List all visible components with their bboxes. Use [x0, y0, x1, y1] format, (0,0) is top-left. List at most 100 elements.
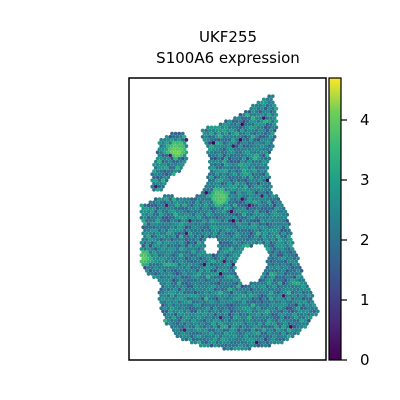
- spot: [287, 328, 291, 332]
- spot: [198, 231, 203, 236]
- spot: [260, 219, 264, 223]
- spot: [180, 293, 185, 298]
- spot: [180, 150, 185, 155]
- spot: [238, 337, 243, 342]
- spot: [231, 343, 236, 348]
- spot: [193, 284, 198, 289]
- spot: [211, 228, 216, 233]
- spot: [173, 293, 178, 298]
- spot: [191, 244, 196, 248]
- spot: [260, 312, 264, 317]
- spot: [202, 337, 207, 342]
- spot: [166, 256, 171, 261]
- spot: [234, 219, 239, 223]
- spot: [157, 215, 162, 220]
- spot: [188, 250, 192, 254]
- spot: [222, 228, 227, 233]
- spot: [258, 116, 263, 120]
- spot: [263, 162, 268, 167]
- spot: [227, 225, 232, 230]
- spot: [287, 315, 291, 320]
- spot: [238, 325, 243, 329]
- spot: [200, 134, 205, 139]
- spot: [279, 278, 284, 283]
- spot: [229, 265, 234, 270]
- spot: [287, 234, 291, 239]
- spot: [216, 231, 221, 236]
- spot: [229, 222, 234, 226]
- spot: [263, 206, 268, 211]
- spot: [161, 166, 165, 170]
- spot: [224, 125, 228, 130]
- spot: [258, 215, 263, 220]
- spot: [238, 300, 243, 304]
- spot: [287, 290, 291, 295]
- spot: [222, 303, 227, 307]
- spot: [144, 225, 149, 230]
- spot: [274, 231, 279, 236]
- spot: [177, 150, 182, 155]
- spot: [236, 297, 241, 301]
- spot: [236, 309, 241, 314]
- spot: [236, 234, 241, 239]
- spot: [171, 328, 176, 332]
- spot: [279, 328, 284, 332]
- spot: [143, 259, 147, 264]
- spot: [252, 156, 257, 161]
- spot: [206, 281, 210, 286]
- spot: [186, 297, 191, 301]
- spot: [180, 131, 185, 136]
- spot: [270, 275, 275, 279]
- spot: [207, 141, 212, 145]
- spot: [206, 194, 210, 198]
- spot: [229, 315, 234, 320]
- spot: [171, 215, 176, 220]
- spot: [243, 203, 248, 208]
- spot: [270, 194, 275, 198]
- spot: [249, 281, 254, 286]
- spot: [198, 256, 203, 261]
- spot: [200, 222, 205, 226]
- spot: [202, 231, 207, 236]
- spot: [188, 300, 192, 304]
- spot: [274, 106, 279, 111]
- spot: [233, 215, 237, 220]
- spot: [245, 244, 250, 248]
- spot: [249, 162, 254, 167]
- spot: [225, 272, 230, 276]
- spot: [200, 290, 205, 295]
- spot: [161, 297, 165, 301]
- spot: [234, 200, 239, 205]
- spot: [242, 175, 246, 180]
- spot: [260, 100, 264, 105]
- spot: [274, 212, 279, 217]
- spot: [260, 225, 264, 230]
- spot: [204, 315, 209, 320]
- spot: [159, 181, 164, 186]
- spot: [206, 181, 210, 186]
- spot: [242, 231, 246, 236]
- spot: [252, 281, 257, 286]
- spot: [166, 262, 171, 267]
- spot: [247, 309, 252, 314]
- spot: [242, 138, 246, 142]
- spot: [274, 244, 279, 248]
- spot: [164, 265, 169, 270]
- spot: [162, 150, 167, 155]
- spot: [191, 300, 196, 304]
- spot: [267, 131, 272, 136]
- spot: [159, 306, 164, 311]
- spot: [162, 200, 167, 205]
- spot: [222, 166, 227, 170]
- spot: [159, 187, 164, 192]
- spot: [267, 125, 272, 130]
- spot: [211, 141, 216, 145]
- spot: [242, 318, 246, 323]
- spot: [245, 156, 250, 161]
- spot: [218, 228, 223, 233]
- spot: [265, 141, 270, 145]
- spot: [197, 247, 201, 251]
- spot: [227, 206, 232, 211]
- spot: [256, 225, 261, 230]
- spot: [222, 315, 227, 320]
